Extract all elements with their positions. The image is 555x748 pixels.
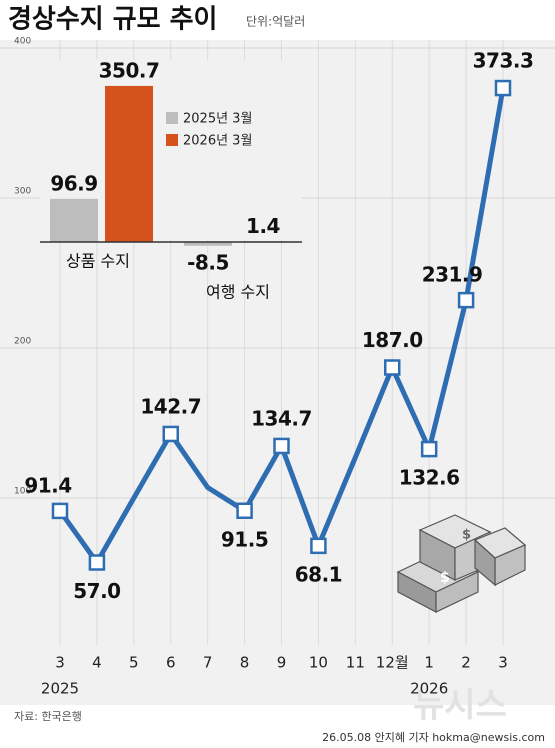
point-marker <box>273 437 290 455</box>
chart-title: 경상수지 규모 추이 <box>8 5 217 35</box>
category-label: 상품 수지 <box>66 252 130 271</box>
bar <box>105 85 153 242</box>
y-tick-label: 100 <box>14 487 31 497</box>
legend-swatch <box>166 112 178 124</box>
source: 자료: 한국은행 <box>14 710 82 723</box>
y-tick-label: 200 <box>14 337 31 347</box>
legend-swatch <box>166 134 178 146</box>
year-label: 2026 <box>410 680 448 698</box>
point-marker <box>384 359 401 376</box>
x-tick-label: 9 <box>277 654 287 672</box>
bar-value-label: 1.4 <box>246 214 280 238</box>
x-tick-label: 6 <box>166 654 176 672</box>
point-marker <box>162 425 179 443</box>
marks: 3 4 5 6 7 8 9 10 11 12월 1 2 3 2025 2026 100 200 300 400 91.… <box>14 37 534 698</box>
bar-value-label: 96.9 <box>50 171 97 195</box>
data-label: 91.4 <box>24 473 71 497</box>
year-label: 2025 <box>41 680 79 698</box>
legend-label: 2025년 3월 <box>183 112 252 127</box>
svg-text:$: $ <box>440 570 450 586</box>
x-tick-label: 11 <box>346 654 365 672</box>
x-tick-label: 3 <box>498 654 508 672</box>
x-tick-label: 12월 <box>376 654 409 672</box>
legend-label: 2026년 3월 <box>183 134 252 149</box>
point-marker <box>310 537 327 555</box>
watermark: 뉴시스 <box>413 686 507 726</box>
point-marker <box>457 291 475 309</box>
point-marker <box>236 502 253 519</box>
money-icon: $ $ <box>396 514 527 613</box>
unit-label: 단위:억달러 <box>246 15 305 29</box>
data-label: 68.1 <box>295 562 342 586</box>
data-label: 142.7 <box>140 394 201 418</box>
x-tick-label: 8 <box>240 654 250 672</box>
data-label: 132.6 <box>399 466 460 490</box>
x-tick-label: 1 <box>424 654 434 672</box>
x-tick-label: 2 <box>461 654 471 672</box>
data-label: 57.0 <box>73 579 120 603</box>
data-label: 91.5 <box>221 527 268 551</box>
x-tick-label: 10 <box>309 654 328 672</box>
svg-text:$: $ <box>462 528 471 543</box>
bar <box>50 198 98 242</box>
point-marker <box>88 554 106 571</box>
y-tick-label: 300 <box>14 187 31 197</box>
x-tick-label: 5 <box>129 654 139 672</box>
data-label: 231.9 <box>422 263 483 287</box>
x-tick-label: 7 <box>203 654 213 672</box>
y-tick-label: 400 <box>14 37 31 47</box>
data-label: 134.7 <box>251 406 312 430</box>
data-label: 187.0 <box>362 328 423 352</box>
point-marker <box>494 79 512 97</box>
credit: 26.05.08 안지혜 기자 hokma@newsis.com <box>322 731 545 744</box>
data-label: 373.3 <box>473 49 534 73</box>
bar-value-label: 350.7 <box>99 58 160 82</box>
x-tick-label: 4 <box>92 654 102 672</box>
x-tick-label: 3 <box>55 654 65 672</box>
point-marker <box>420 440 438 458</box>
category-label: 여행 수지 <box>206 283 270 302</box>
point-marker <box>51 502 69 520</box>
bar-value-label: -8.5 <box>187 251 229 275</box>
bar <box>184 242 232 246</box>
